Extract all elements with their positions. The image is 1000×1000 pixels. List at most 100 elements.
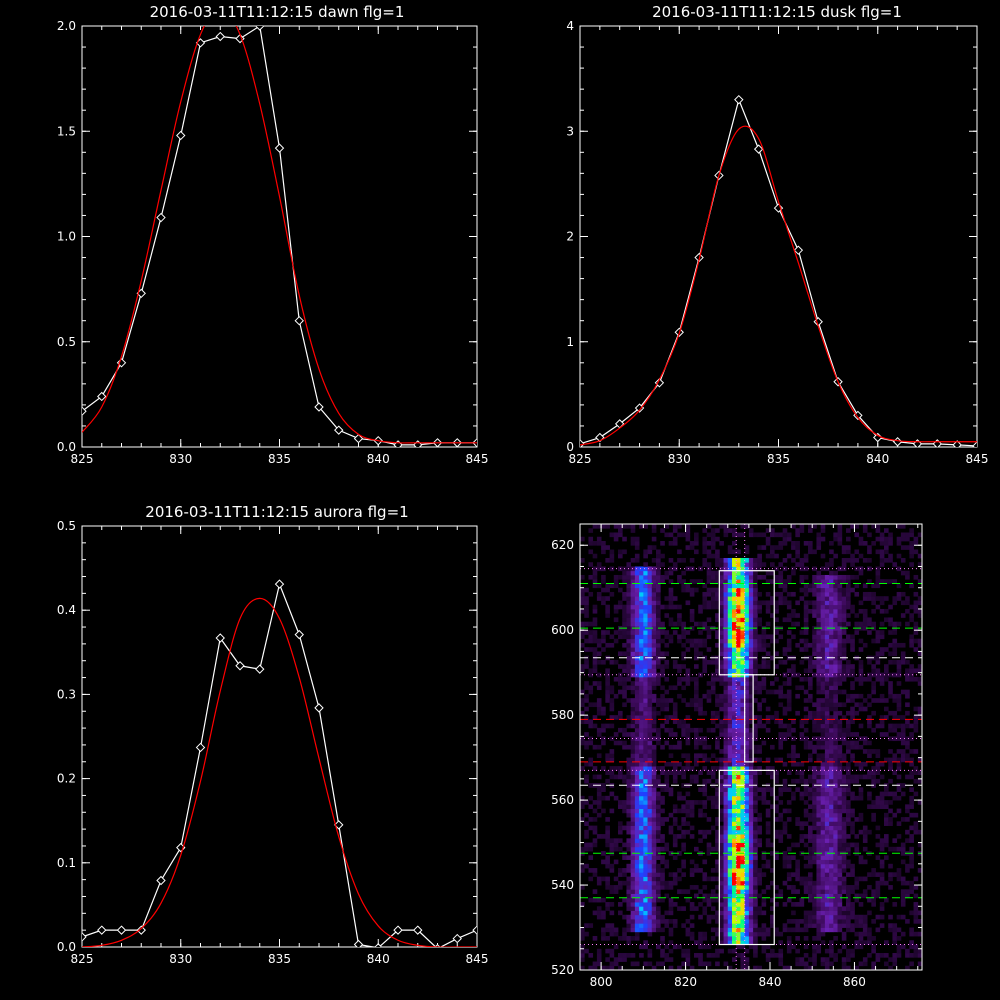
heatmap-cell (824, 855, 830, 860)
heatmap-cell (719, 774, 724, 780)
heatmap-cell (630, 829, 636, 835)
y-tick-label: 0.0 (57, 440, 76, 454)
data-point (413, 925, 423, 935)
heatmap-cell (723, 791, 729, 797)
heatmap-cell (837, 608, 843, 614)
heatmap-cell (820, 893, 826, 899)
heatmap-cell (719, 846, 724, 852)
heatmap-cell (892, 596, 898, 601)
heatmap-cell (647, 604, 653, 610)
heatmap-cell (736, 600, 741, 606)
heatmap-cell (710, 681, 716, 686)
heatmap-cell (634, 778, 640, 784)
heatmap-cell (622, 727, 627, 733)
heatmap-cell (875, 880, 881, 886)
heatmap-cell (892, 770, 898, 776)
heatmap-cell (643, 621, 648, 627)
heatmap-cell (816, 914, 822, 920)
heatmap-cell (808, 889, 813, 894)
heatmap-cell (584, 715, 589, 720)
heatmap-cell (782, 596, 788, 601)
heatmap-cell (841, 702, 847, 708)
heatmap-cell (605, 608, 610, 614)
heatmap-cell (622, 744, 627, 750)
heatmap-cell (596, 591, 602, 597)
heatmap-cell (829, 613, 834, 618)
heatmap-cell (816, 600, 822, 606)
heatmap-cell (850, 647, 855, 652)
heatmap-cell (867, 545, 872, 550)
heatmap-cell (753, 791, 758, 797)
data-point (176, 130, 186, 141)
heatmap-cell (668, 872, 674, 877)
heatmap-cell (634, 834, 640, 839)
heatmap-cell (596, 961, 602, 967)
heatmap-cell (668, 600, 674, 606)
heatmap-cell (584, 812, 589, 818)
heatmap-cell (634, 787, 640, 792)
heatmap-cell (609, 791, 615, 797)
heatmap-cell (605, 885, 610, 890)
heatmap-cell (782, 902, 788, 907)
heatmap-cell (647, 689, 653, 695)
heatmap-cell (639, 659, 644, 665)
heatmap-cell (879, 923, 885, 928)
heatmap-cell (630, 838, 636, 843)
heatmap-cell (824, 761, 830, 767)
heatmap-cell (715, 579, 720, 584)
heatmap-cell (651, 693, 657, 699)
heatmap-cell (850, 638, 855, 644)
heatmap-cell (799, 838, 805, 843)
heatmap-cell (791, 664, 796, 669)
heatmap-cell (791, 872, 796, 877)
heatmap-cell (605, 927, 610, 933)
heatmap-cell (584, 685, 589, 691)
heatmap-cell (630, 961, 636, 967)
heatmap-cell (875, 885, 881, 890)
heatmap-cell (622, 536, 627, 542)
heatmap-cell (727, 800, 733, 805)
heatmap-cell (723, 923, 729, 928)
heatmap-cell (846, 923, 851, 928)
heatmap-cell (879, 540, 885, 546)
heatmap-cell (782, 927, 788, 933)
heatmap-cell (770, 562, 775, 567)
heatmap-cell (858, 761, 864, 767)
heatmap-cell (909, 676, 914, 682)
heatmap-cell (778, 787, 784, 792)
heatmap-cell (727, 681, 733, 686)
heatmap-cell (622, 685, 627, 691)
heatmap-cell (774, 778, 779, 784)
heatmap-cell (601, 914, 606, 920)
heatmap-cell (854, 532, 860, 538)
heatmap-cell (719, 638, 724, 644)
heatmap-cell (854, 965, 860, 971)
heatmap-cell (672, 838, 678, 843)
heatmap-cell (651, 727, 657, 733)
heatmap-cell (719, 923, 724, 928)
heatmap-cell (668, 685, 674, 691)
heatmap-cell (702, 906, 708, 911)
heatmap-cell (643, 817, 648, 822)
heatmap-cell (782, 681, 788, 686)
heatmap-cell (888, 630, 893, 635)
heatmap-cell (681, 808, 686, 814)
heatmap-cell (871, 919, 876, 924)
heatmap-cell (609, 846, 615, 852)
heatmap-cell (833, 710, 838, 716)
heatmap-cell (694, 893, 699, 899)
heatmap-cell (808, 919, 813, 924)
heatmap-cell (715, 668, 720, 674)
heatmap-cell (753, 914, 758, 920)
heatmap-cell (812, 659, 817, 665)
heatmap-cell (592, 604, 598, 610)
heatmap-cell (740, 647, 746, 652)
heatmap-cell (900, 651, 906, 657)
heatmap-cell (770, 681, 775, 686)
heatmap-cell (744, 940, 750, 945)
heatmap-cell (681, 625, 686, 631)
heatmap-cell (601, 587, 606, 593)
heatmap-cell (824, 710, 830, 716)
heatmap-cell (744, 710, 750, 716)
heatmap-cell (753, 621, 758, 627)
